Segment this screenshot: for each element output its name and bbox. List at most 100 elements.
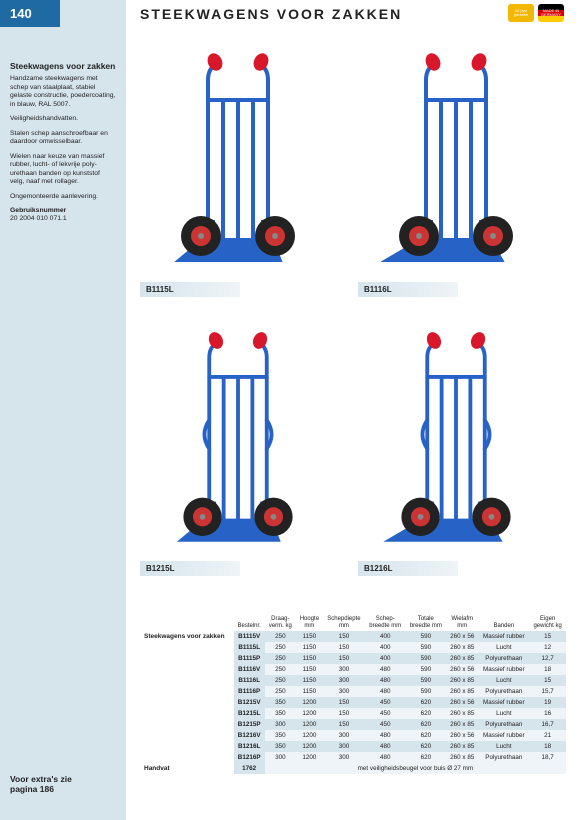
cell: 480 xyxy=(365,741,406,752)
cell: 300 xyxy=(323,664,365,675)
col-header: Bestelnr. xyxy=(234,614,265,631)
cell: 150 xyxy=(323,708,365,719)
cell: 590 xyxy=(406,675,447,686)
cell: B1216V xyxy=(234,730,265,741)
cell: 16 xyxy=(529,708,566,719)
cell: 1150 xyxy=(296,653,323,664)
col-header: Hoogtemm xyxy=(296,614,323,631)
cell: 620 xyxy=(406,708,447,719)
cell: 250 xyxy=(265,664,296,675)
cell: 1200 xyxy=(296,741,323,752)
cell: 480 xyxy=(365,686,406,697)
cell: 300 xyxy=(265,719,296,730)
cell: 590 xyxy=(406,631,447,642)
cell: 1150 xyxy=(296,675,323,686)
cell: Massief rubber xyxy=(478,664,529,675)
extras-ref: Voor extra's ziepagina 186 xyxy=(10,774,72,794)
cell: B1115P xyxy=(234,653,265,664)
cell: 1200 xyxy=(296,697,323,708)
product-cell: B1115L xyxy=(140,34,336,297)
cell: 15 xyxy=(529,675,566,686)
page-number: 140 xyxy=(0,0,60,27)
cell: 260 x 56 xyxy=(446,664,478,675)
col-header: Schepdieptemm xyxy=(323,614,365,631)
product-label: B1215L xyxy=(140,561,240,576)
cell: 450 xyxy=(365,697,406,708)
cell: 260 x 85 xyxy=(446,675,478,686)
col-header: Schep-breedte mm xyxy=(365,614,406,631)
cell: 450 xyxy=(365,708,406,719)
cell: 1200 xyxy=(296,719,323,730)
cell: 400 xyxy=(365,642,406,653)
cart-illustration xyxy=(163,50,313,280)
cell: 260 x 85 xyxy=(446,719,478,730)
cell: Polyurethaan xyxy=(478,686,529,697)
cell: B1116V xyxy=(234,664,265,675)
cell: B1215P xyxy=(234,719,265,730)
spec-table: Bestelnr.Draag-verm. kgHoogtemmSchepdiep… xyxy=(140,614,566,774)
cell: B1115V xyxy=(234,631,265,642)
product-label: B1116L xyxy=(358,282,458,297)
cell: 250 xyxy=(265,642,296,653)
cell: 480 xyxy=(365,730,406,741)
cell: 12,7 xyxy=(529,653,566,664)
cell: 1200 xyxy=(296,708,323,719)
table-row: Steekwagens voor zakkenB1115V25011501504… xyxy=(140,631,566,642)
cell: Massief rubber xyxy=(478,631,529,642)
spec-table-area: Bestelnr.Draag-verm. kgHoogtemmSchepdiep… xyxy=(140,614,566,774)
cell: 150 xyxy=(323,642,365,653)
cell: 1200 xyxy=(296,752,323,763)
handvat-label: Handvat xyxy=(140,763,234,774)
cell: 260 x 85 xyxy=(446,752,478,763)
cell: 400 xyxy=(365,631,406,642)
cell: 21 xyxy=(529,730,566,741)
page-title: STEEKWAGENS VOOR ZAKKEN xyxy=(140,6,402,22)
warranty-badge: 10 jaar garantie xyxy=(508,4,534,22)
cell: 150 xyxy=(323,631,365,642)
cell: 1150 xyxy=(296,642,323,653)
col-header: Totalebreedte mm xyxy=(406,614,447,631)
col-header: Draag-verm. kg xyxy=(265,614,296,631)
cart-illustration xyxy=(381,50,531,280)
table-row-handvat: Handvat 1762 met veiligheidsbeugel voor … xyxy=(140,763,566,774)
cell: 19 xyxy=(529,697,566,708)
cell: 300 xyxy=(265,752,296,763)
cell: Massief rubber xyxy=(478,730,529,741)
cell: Polyurethaan xyxy=(478,653,529,664)
col-header: Banden xyxy=(478,614,529,631)
cell: Polyurethaan xyxy=(478,752,529,763)
cell: 15 xyxy=(529,631,566,642)
product-image xyxy=(140,313,336,559)
sidebar-content: Steekwagens voor zakken Handzame steekwa… xyxy=(0,27,126,240)
product-image xyxy=(358,34,554,280)
cart-illustration xyxy=(381,329,531,559)
cell: 620 xyxy=(406,730,447,741)
cell: Lucht xyxy=(478,642,529,653)
product-cell: B1116L xyxy=(358,34,554,297)
sidebar-title: Steekwagens voor zakken xyxy=(10,61,116,71)
row-group-title: Steekwagens voor zakken xyxy=(140,631,234,763)
cell: 620 xyxy=(406,752,447,763)
cell: 260 x 85 xyxy=(446,642,478,653)
cell: Lucht xyxy=(478,708,529,719)
sidebar-p3: Stalen schep aanschroefbaar en daardoor … xyxy=(10,130,116,147)
cell: 250 xyxy=(265,675,296,686)
cell: 300 xyxy=(323,752,365,763)
cell: B1216L xyxy=(234,741,265,752)
col-header: Wielafmmm xyxy=(446,614,478,631)
header-badges: 10 jaar garantie MADE IN GERMANY xyxy=(508,4,564,22)
cell: 260 x 85 xyxy=(446,653,478,664)
cell: B1215V xyxy=(234,697,265,708)
cell: 480 xyxy=(365,664,406,675)
cell: 620 xyxy=(406,697,447,708)
handvat-code: 1762 xyxy=(234,763,265,774)
sidebar-p5: Ongemonteerde aanlevering. xyxy=(10,193,116,201)
cell: Polyurethaan xyxy=(478,719,529,730)
cell: 350 xyxy=(265,708,296,719)
cell: 1150 xyxy=(296,631,323,642)
cell: 250 xyxy=(265,653,296,664)
cell: 150 xyxy=(323,719,365,730)
cell: 590 xyxy=(406,664,447,675)
cell: 350 xyxy=(265,730,296,741)
cell: 620 xyxy=(406,741,447,752)
